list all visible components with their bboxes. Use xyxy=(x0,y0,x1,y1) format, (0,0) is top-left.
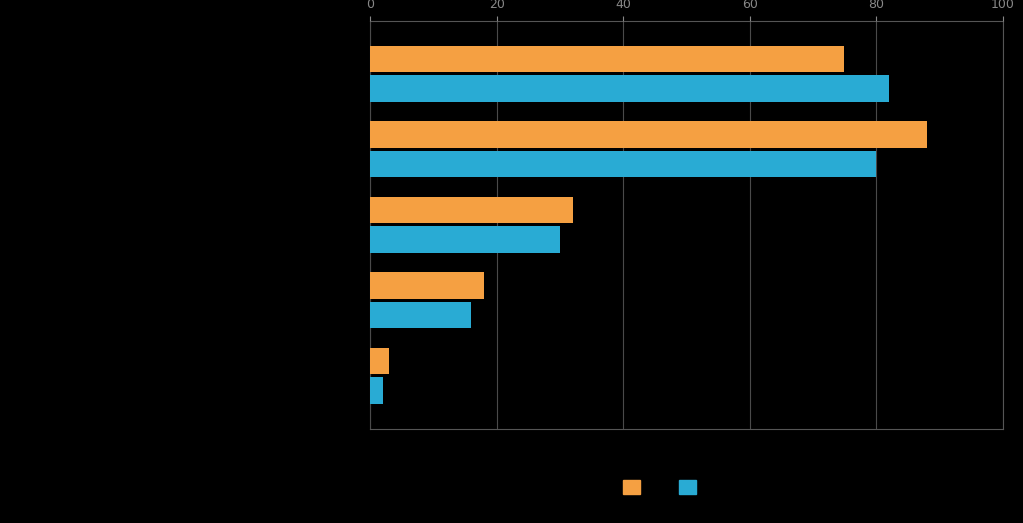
Bar xyxy=(370,151,876,177)
Bar xyxy=(370,75,889,102)
Bar xyxy=(370,46,845,72)
Legend: , : , xyxy=(618,474,712,501)
Bar xyxy=(370,272,484,299)
Bar xyxy=(370,226,560,253)
Bar xyxy=(370,121,927,148)
Bar xyxy=(370,378,383,404)
Bar xyxy=(370,302,472,328)
Bar xyxy=(370,348,390,374)
Bar xyxy=(370,197,573,223)
